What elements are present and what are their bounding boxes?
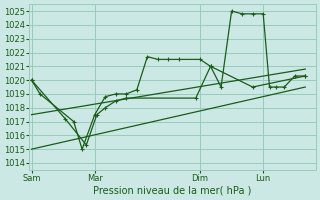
X-axis label: Pression niveau de la mer( hPa ): Pression niveau de la mer( hPa ) <box>93 186 252 196</box>
